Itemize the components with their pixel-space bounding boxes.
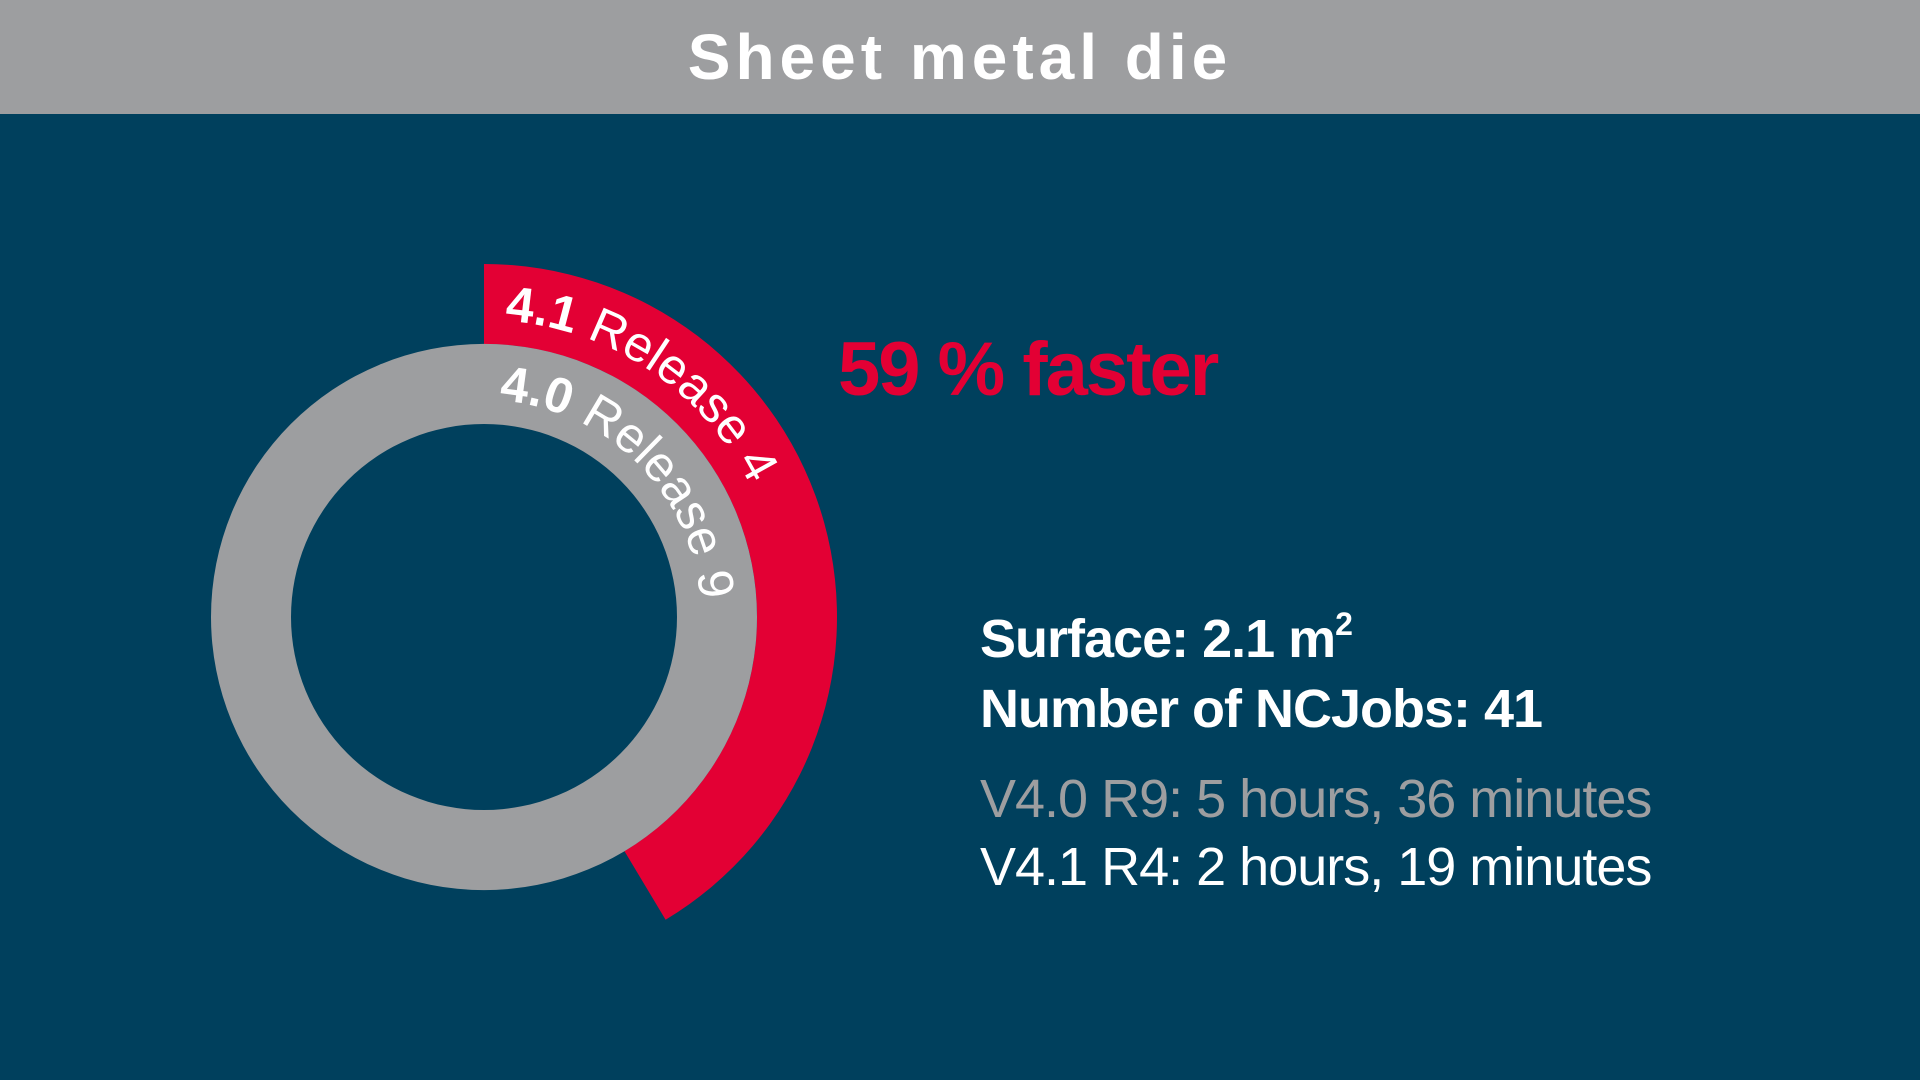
title-bar: Sheet metal die <box>0 0 1920 114</box>
speedup-headline: 59 % faster <box>838 327 1219 412</box>
ring-arc-new-release <box>484 264 838 920</box>
surface-exponent: 2 <box>1335 606 1353 642</box>
page-title: Sheet metal die <box>687 21 1233 93</box>
timing-new-release: V4.1 R4: 2 hours, 19 minutes <box>980 837 1652 897</box>
arc-label-new-version: 4.1 <box>503 276 584 344</box>
surface-spec: Surface: 2.1 m2 <box>980 608 1353 669</box>
ring-arc-old-release <box>210 343 757 891</box>
surface-text: Surface: 2.1 m <box>980 609 1336 669</box>
timing-old-release: V4.0 R9: 5 hours, 36 minutes <box>980 769 1652 829</box>
ncjobs-spec: Number of NCJobs: 41 <box>980 679 1543 739</box>
